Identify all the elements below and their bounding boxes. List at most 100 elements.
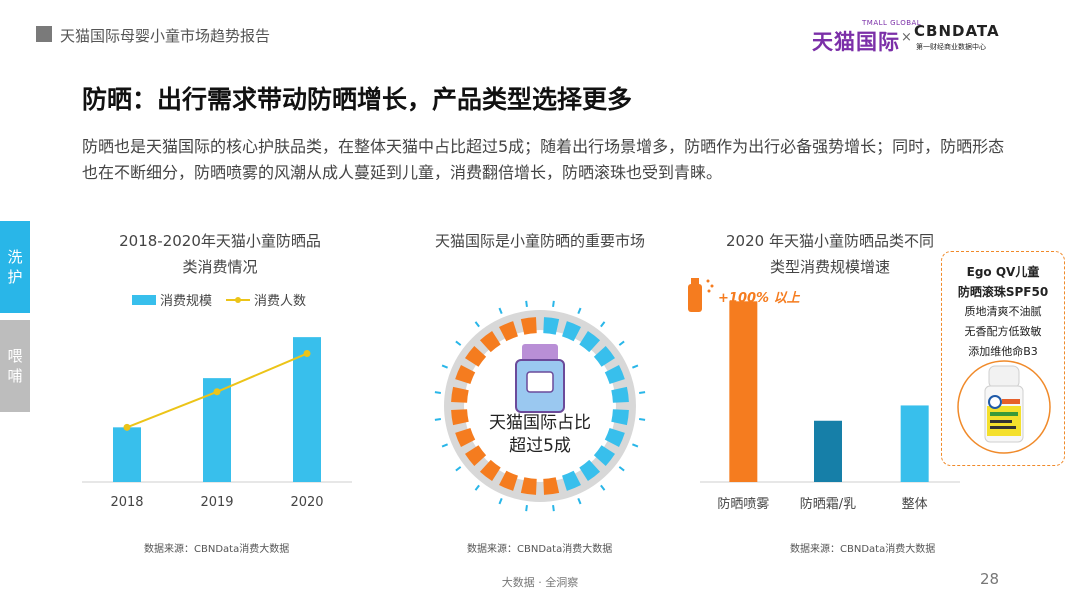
chart3-bar-1	[814, 420, 842, 482]
product-feature-1: 质地清爽不油腻	[964, 305, 1042, 318]
chart2-segment	[465, 345, 487, 367]
chart2-segment	[543, 477, 560, 495]
chart2-tick-mark	[552, 505, 555, 512]
chart2-segment	[451, 386, 469, 403]
chart3-title-line2: 类型消费规模增速	[769, 258, 890, 276]
spray-mist-icon	[710, 284, 714, 288]
chart2-tick-mark	[600, 321, 606, 328]
chart2-segment	[520, 477, 537, 495]
chart2-tick-mark	[600, 484, 606, 491]
chart2-source: 数据来源：CBNData消费大数据	[467, 544, 613, 555]
chart2-segment	[562, 321, 581, 342]
chart3-x-tick-label: 整体	[902, 497, 928, 512]
chart2-tick-mark	[618, 340, 625, 346]
spray-can-icon	[688, 284, 702, 312]
side-tab-char: 洗	[7, 248, 23, 266]
chart3-title-line1: 2020 年天猫小童防晒品类不同	[726, 232, 934, 250]
chart2-segment	[479, 459, 501, 481]
chart3-x-tick-label: 防晒喷雾	[717, 496, 769, 512]
chart1-line-point-2018	[123, 423, 131, 431]
chart2-tick-mark	[552, 300, 555, 307]
chart1-title-line2: 类消费情况	[182, 258, 258, 276]
chart2-tick-mark	[639, 418, 646, 421]
product-type: 防晒滚珠SPF50	[957, 285, 1049, 299]
chart2-tick-mark	[525, 300, 528, 307]
footer-slogan: 大数据 · 全洞察	[501, 576, 579, 589]
side-tab-char: 护	[7, 268, 23, 286]
chart3-source: 数据来源：CBNData消费大数据	[790, 544, 936, 555]
sunscreen-roller-image	[957, 360, 1051, 454]
chart2-segment	[604, 428, 625, 447]
chart3-bar-2	[900, 405, 929, 482]
chart3-annotation: +100% 以上	[718, 291, 801, 306]
chart2-tick-mark	[577, 307, 582, 314]
chart1-source: 数据来源：CBNData消费大数据	[144, 544, 290, 555]
chart2-tick-mark	[441, 443, 448, 448]
tmall-global-logo: 天猫国际	[812, 30, 900, 54]
chart2-segment	[611, 386, 629, 403]
chart2-segment	[543, 317, 560, 335]
chart1-legend: 消费规模 消费人数	[132, 290, 306, 309]
chart2-tick-mark	[632, 443, 639, 448]
chart2-tick-mark	[455, 340, 462, 346]
chart2-tick-mark	[455, 466, 462, 472]
chart2-segment	[465, 445, 487, 467]
product-name: Ego QV儿童	[966, 265, 1040, 279]
legend-line-label: 消费人数	[254, 294, 307, 309]
chart2-tick-mark	[498, 307, 503, 314]
chart2-segment	[451, 409, 469, 426]
side-tab-feeding[interactable]: 喂 哺	[0, 320, 30, 412]
chart2-title: 天猫国际是小童防晒的重要市场	[434, 232, 645, 250]
chart2-tick-mark	[498, 498, 503, 505]
spray-mist-icon	[707, 289, 711, 293]
chart2-segment	[579, 331, 601, 353]
chart2-segment	[593, 445, 615, 467]
side-tab-char: 喂	[7, 347, 23, 365]
chart1-line-point-2020	[303, 350, 311, 358]
brand-logos: 天猫国际 TMALL GLOBAL × CBNDATA 第一财经商业数据中心	[812, 18, 1002, 58]
chart2-segment	[579, 459, 601, 481]
chart2-center-line2: 超过5成	[509, 436, 571, 456]
chart1-title: 2018-2020年天猫小童防晒品 类消费情况	[90, 228, 350, 280]
chart2-segment	[499, 470, 518, 491]
report-title: 天猫国际母婴小童市场趋势报告	[60, 27, 271, 45]
chart2-segment	[499, 321, 518, 342]
chart2-tick-mark	[474, 484, 480, 491]
chart1-line-point-2019	[213, 388, 221, 396]
chart2-tick-mark	[525, 505, 528, 512]
side-tab-char: 哺	[7, 367, 23, 385]
chart2-segment	[611, 409, 629, 426]
spray-nozzle-icon	[691, 278, 699, 284]
legend-bar-label: 消费规模	[160, 294, 213, 309]
cbndata-logo: CBNDATA	[914, 22, 1000, 40]
chart2-segment	[455, 428, 476, 447]
side-tab-wash-care[interactable]: 洗 护	[0, 221, 30, 313]
chart2-segment	[562, 470, 581, 491]
chart2-tick-mark	[632, 364, 639, 369]
brand-separator: ×	[901, 30, 912, 45]
chart2-tick-mark	[434, 418, 441, 421]
chart2-segment	[479, 331, 501, 353]
page-number: 28	[980, 570, 1000, 588]
page-title: 防晒：出行需求带动防晒增长，产品类型选择更多	[82, 85, 633, 114]
cbndata-tagline: 第一财经商业数据中心	[916, 43, 986, 51]
chart1-title-line1: 2018-2020年天猫小童防晒品	[119, 232, 321, 250]
bottle-label-icon	[526, 371, 554, 393]
chart2-tick-mark	[618, 466, 625, 472]
chart2-tick-mark	[434, 391, 441, 394]
product-feature-3: 添加维他命B3	[968, 345, 1038, 358]
chart2-center-line1: 天猫国际占比	[489, 413, 591, 433]
legend-line-swatch	[226, 296, 251, 303]
tmall-global-tagline: TMALL GLOBAL	[862, 19, 922, 27]
spray-mist-icon	[706, 279, 710, 283]
chart3-x-tick-label: 防晒霜/乳	[800, 496, 856, 512]
chart2-tick-mark	[441, 364, 448, 369]
chart3-bar-0	[729, 301, 758, 482]
chart2-segment	[520, 317, 537, 335]
legend-bar-swatch	[132, 294, 156, 305]
summary-paragraph: 防晒也是天猫国际的核心护肤品类，在整体天猫中占比超过5成；随着出行场景增多，防晒…	[82, 137, 1005, 182]
product-feature-2: 无香配方低致敏	[964, 325, 1042, 338]
chart1-bar-2020	[293, 337, 321, 482]
